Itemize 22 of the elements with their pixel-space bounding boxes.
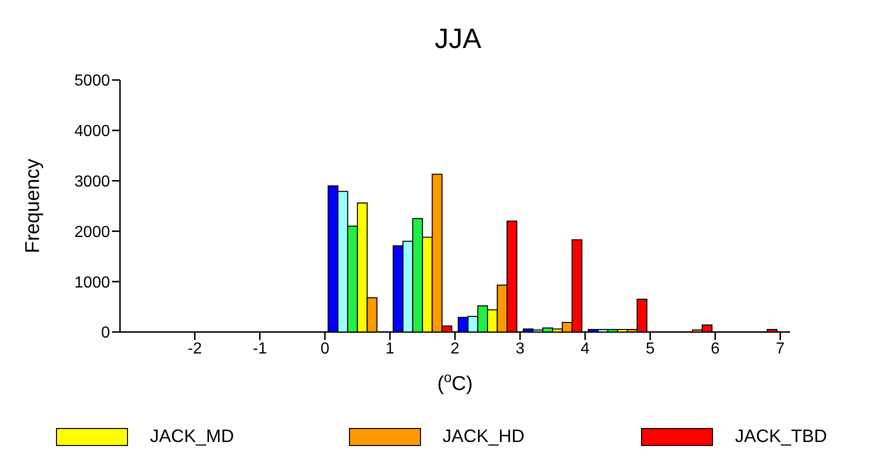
x-tick-label: 2 <box>450 340 460 358</box>
y-tick-label: 1000 <box>74 274 110 292</box>
x-tick-label: 6 <box>710 340 720 358</box>
y-axis-title: Frequency <box>22 158 44 254</box>
y-tick-label: 3000 <box>74 173 110 190</box>
legend-label: JACK_HD <box>442 426 525 447</box>
x-tick-label: -2 <box>188 340 202 358</box>
chart-title: JJA <box>434 22 482 56</box>
legend-label: JACK_MD <box>150 426 234 447</box>
x-tick-label: 0 <box>320 340 330 358</box>
y-tick-label: 5000 <box>74 72 110 90</box>
x-tick-label: -1 <box>252 340 268 358</box>
y-tick-label: 2000 <box>74 224 110 241</box>
y-tick-label: 0 <box>101 324 110 342</box>
x-tick-label: 7 <box>776 340 785 358</box>
x-tick-label: 3 <box>516 340 525 358</box>
legend-label: JACK_TBD <box>735 426 828 447</box>
x-tick-label: 1 <box>386 340 394 358</box>
x-tick-label: 5 <box>646 340 655 358</box>
x-axis-title: ($^{o}$C) <box>437 369 473 395</box>
x-tick-label: 4 <box>580 340 590 358</box>
y-tick-label: 4000 <box>74 123 110 140</box>
